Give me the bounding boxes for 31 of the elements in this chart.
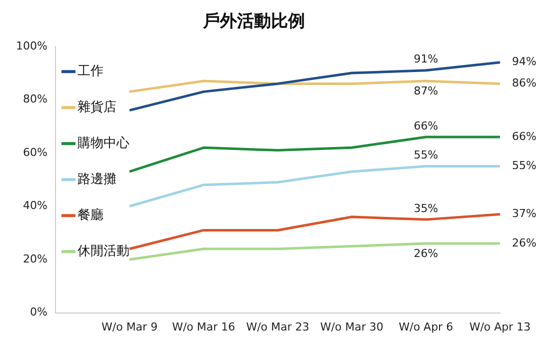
x-tick-label: W/o Apr 13 <box>469 320 531 334</box>
x-tick-label: W/o Mar 23 <box>246 320 310 334</box>
legend-label: 休閒活動 <box>77 244 130 259</box>
y-tick-label: 80% <box>22 92 48 106</box>
data-label: 55% <box>414 148 438 162</box>
legend-label: 餐廳 <box>77 208 104 223</box>
x-tick-label: W/o Mar 9 <box>102 320 158 334</box>
data-label: 66% <box>512 130 536 143</box>
y-tick-label: 0% <box>30 306 48 319</box>
chart-title: 戶外活動比例 <box>202 12 305 32</box>
x-tick-label: W/o Mar 16 <box>172 320 236 334</box>
y-tick-label: 20% <box>22 252 48 266</box>
legend-label: 雜貨店 <box>77 98 116 115</box>
x-tick-label: W/o Apr 6 <box>398 320 454 334</box>
data-label: 26% <box>512 236 536 250</box>
data-label: 86% <box>512 76 536 90</box>
y-tick-label: 60% <box>22 146 48 159</box>
data-label: 26% <box>414 246 438 260</box>
data-label: 87% <box>414 84 438 98</box>
y-tick-label: 100% <box>16 39 48 52</box>
data-label: 94% <box>512 55 536 68</box>
data-label: 66% <box>414 119 438 132</box>
legend-label: 路邊攤 <box>77 172 116 187</box>
x-tick-label: W/o Mar 30 <box>320 320 384 334</box>
legend-label: 工作 <box>77 64 104 79</box>
data-label: 91% <box>414 52 438 66</box>
data-label: 55% <box>512 159 536 172</box>
legend-label: 購物中心 <box>77 134 130 151</box>
data-label: 37% <box>512 207 536 220</box>
y-tick-label: 40% <box>22 199 48 212</box>
data-label: 35% <box>414 202 438 215</box>
